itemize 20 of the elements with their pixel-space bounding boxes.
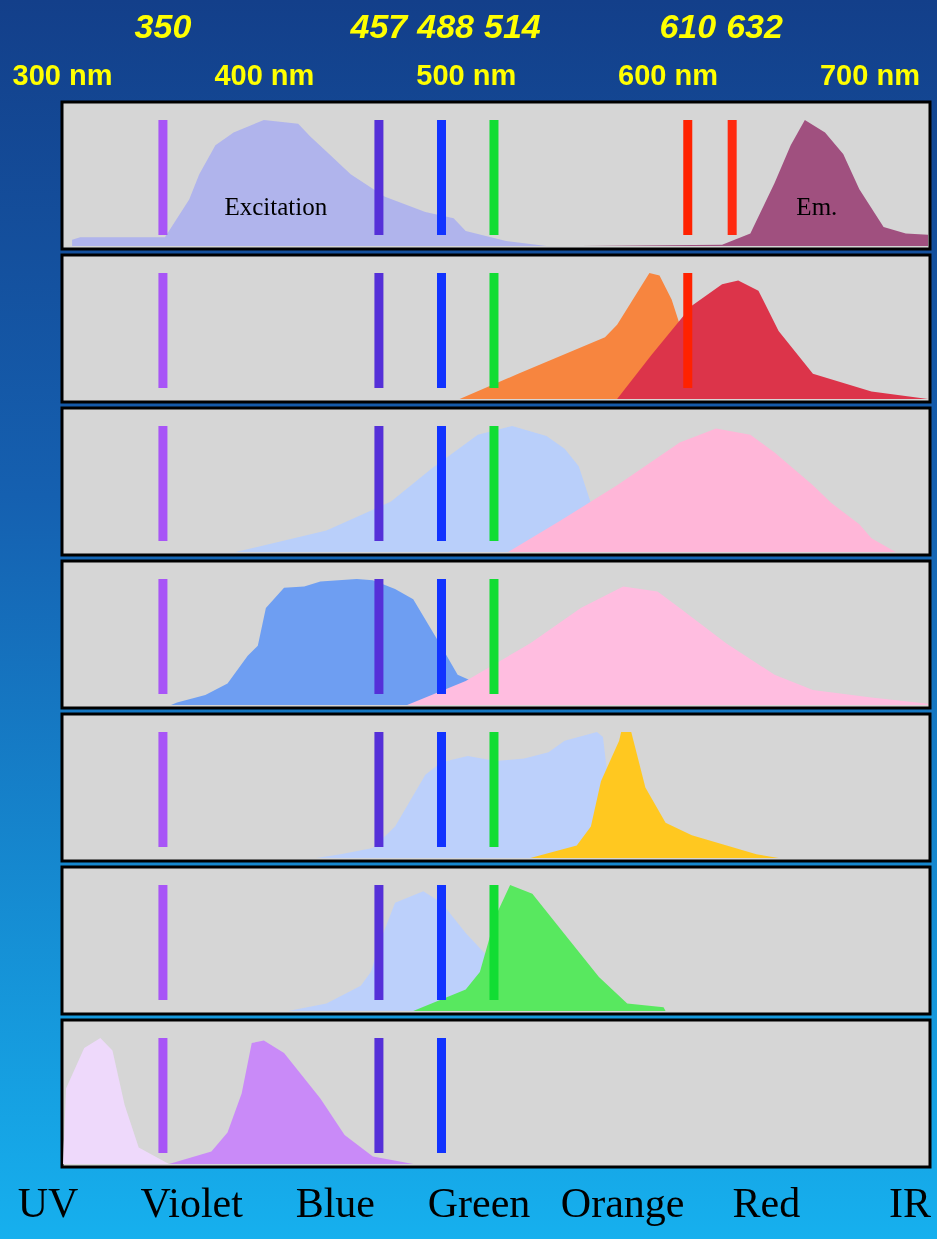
x-tick-label: 500 nm	[416, 59, 517, 91]
x-tick-label: 600 nm	[618, 59, 719, 91]
x-tick-label: 300 nm	[12, 59, 113, 91]
x-tick-label: 700 nm	[819, 59, 920, 91]
ref-line-label: 514	[484, 7, 541, 45]
text: UV	[17, 1180, 79, 1226]
text: Violet	[140, 1180, 244, 1226]
text: IR	[889, 1180, 931, 1226]
ref-line-label: 457	[349, 7, 410, 45]
ref-line-label: 610	[659, 7, 717, 45]
ref-line-label: 632	[726, 7, 783, 45]
x-tick-label: 400 nm	[214, 59, 315, 91]
series-label: Em.	[796, 192, 838, 220]
text: Orange	[560, 1180, 685, 1226]
series-label: Excitation	[224, 192, 328, 220]
text: Red	[732, 1180, 801, 1226]
text: Green	[427, 1180, 531, 1226]
text: Blue	[295, 1180, 375, 1226]
ref-line-label: 350	[134, 7, 192, 45]
ref-line-label: 488	[416, 7, 475, 45]
